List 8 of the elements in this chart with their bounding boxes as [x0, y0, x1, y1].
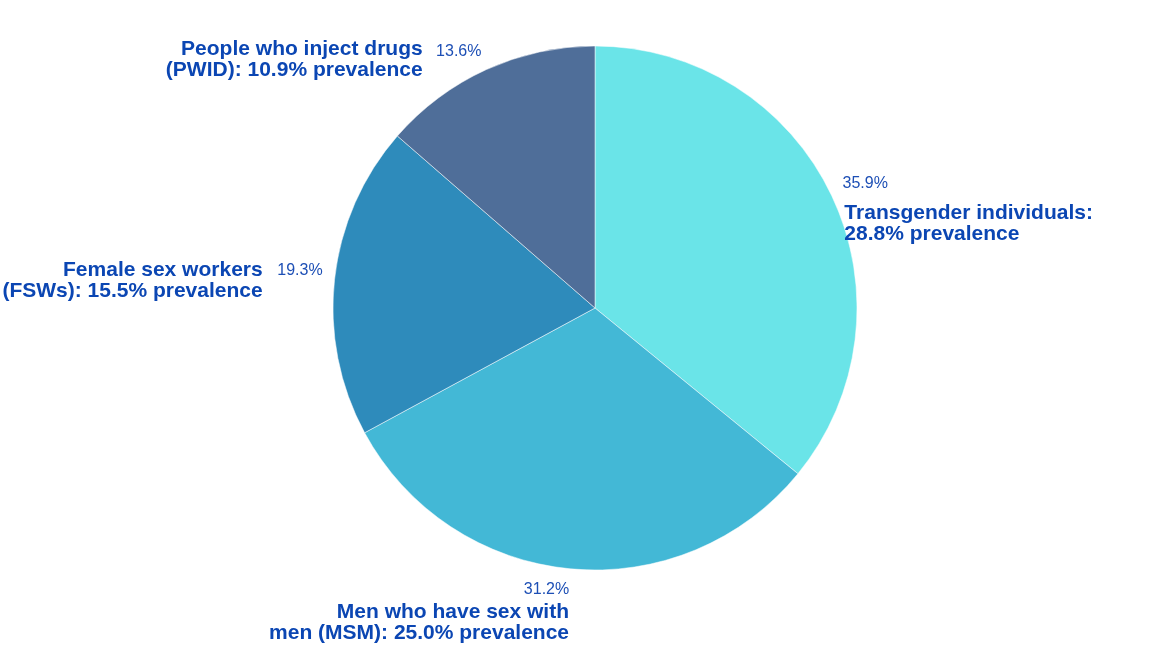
- data-label: 13.6%: [436, 41, 482, 59]
- data-label: 19.3%: [277, 260, 323, 278]
- slice-label: Transgender individuals: 28.8% prevalence: [844, 199, 1093, 244]
- data-label: 31.2%: [523, 579, 570, 597]
- data-label: 35.9%: [842, 173, 888, 191]
- slice-label: Female sex workers (FSWs): 15.5% prevalence: [2, 256, 263, 301]
- slice-label: Men who have sex with men (MSM): 25.0% prevalence: [269, 598, 570, 643]
- slice-label: People who inject drugs (PWID): 10.9% prevalence: [165, 35, 423, 80]
